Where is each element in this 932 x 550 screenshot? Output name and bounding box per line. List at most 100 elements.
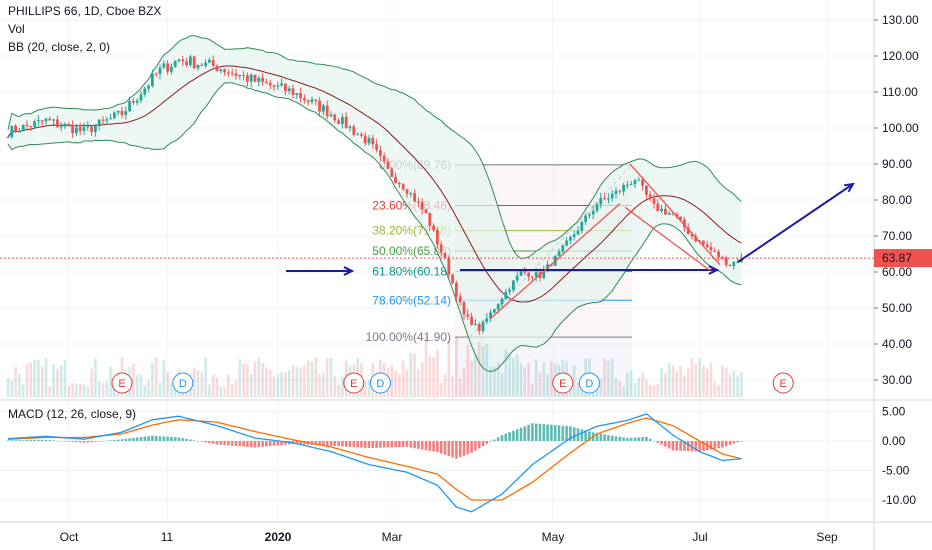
macd-histogram-bar <box>67 441 71 442</box>
candle-body <box>299 93 302 99</box>
candle-body <box>173 60 177 67</box>
volume-bar <box>512 358 515 397</box>
volume-bar <box>29 362 33 397</box>
candle <box>48 116 52 121</box>
event-label: D <box>376 378 384 390</box>
macd-histogram-bar <box>124 438 128 441</box>
last-price-label: 63.87 <box>882 251 912 265</box>
volume-bar <box>656 384 660 397</box>
candle <box>390 167 394 178</box>
macd-histogram-bar <box>713 441 717 449</box>
volume-bar <box>299 368 302 397</box>
bollinger-basis <box>7 65 742 303</box>
macd-histogram-bar <box>652 440 656 442</box>
macd-histogram-bar <box>675 441 679 451</box>
candle <box>227 69 230 77</box>
macd-histogram-bar <box>147 436 150 441</box>
macd-histogram-bar <box>280 441 283 446</box>
macd-histogram-bar <box>386 441 390 448</box>
price-tick-label: 110.00 <box>882 85 918 99</box>
candle-body <box>455 282 458 297</box>
candle-body <box>71 125 74 134</box>
volume-bar <box>724 367 728 397</box>
volume-bar <box>105 380 109 397</box>
macd-histogram-bar <box>105 440 109 442</box>
candle-body <box>371 138 375 145</box>
macd-histogram-bar <box>500 435 504 441</box>
volume-bar <box>648 385 652 397</box>
volume-bar <box>367 379 371 397</box>
macd-histogram-bar <box>633 437 637 441</box>
volume-bar <box>75 384 78 397</box>
candle-body <box>390 168 394 177</box>
candle-body <box>215 65 219 72</box>
macd-histogram-bar <box>238 441 242 447</box>
candle <box>413 189 416 202</box>
macd-histogram-bar <box>405 441 409 447</box>
time-tick-label: May <box>542 530 565 544</box>
macd-histogram-bar <box>424 441 428 451</box>
macd-histogram-bar <box>170 436 173 441</box>
candle <box>306 99 310 106</box>
macd-histogram-bar <box>337 441 340 447</box>
candle-body <box>101 119 105 121</box>
macd-histogram-bar <box>166 436 169 441</box>
candle-body <box>33 121 36 127</box>
candle <box>116 110 120 116</box>
candle <box>82 122 86 135</box>
macd-histogram-bar <box>686 441 690 452</box>
candle <box>341 113 344 129</box>
arrow-head <box>843 182 855 193</box>
volume-bar <box>272 376 276 397</box>
macd-histogram-bar <box>253 441 257 448</box>
candle-body <box>128 101 131 112</box>
candle <box>211 55 215 68</box>
candle <box>52 118 55 125</box>
candle <box>656 198 660 212</box>
candle-body <box>124 111 128 116</box>
fib-level-label: 100.00%(41.90) <box>366 330 451 344</box>
volume-bar <box>732 370 736 397</box>
volume-bar <box>227 374 230 397</box>
macd-histogram-bar <box>120 439 124 441</box>
candle-body <box>432 225 435 231</box>
left-arrow <box>286 266 355 276</box>
candle-body <box>158 67 162 75</box>
macd-histogram-bar <box>584 430 587 441</box>
candle-body <box>386 161 390 169</box>
volume-bar <box>158 382 162 397</box>
candle-body <box>512 280 515 290</box>
candle-body <box>572 234 576 237</box>
candle <box>724 255 728 268</box>
volume-bar <box>97 381 101 397</box>
dividend-event: D <box>369 372 391 394</box>
volume-bar <box>230 384 234 397</box>
candle-body <box>443 252 447 259</box>
candle <box>181 56 185 67</box>
candle <box>162 60 166 70</box>
volume-bar <box>432 357 435 397</box>
volume-bar <box>637 377 641 397</box>
candle <box>344 112 348 129</box>
macd-histogram-bar <box>268 441 272 447</box>
macd-histogram-bar <box>728 441 732 445</box>
candle <box>375 139 378 153</box>
candle <box>56 115 59 129</box>
candle-body <box>618 190 622 192</box>
last-price-badge <box>874 249 932 268</box>
candle-body <box>664 208 667 215</box>
candle <box>363 132 367 147</box>
macd-histogram-bar <box>97 441 101 442</box>
macd-histogram-bar <box>40 439 44 441</box>
macd-histogram-bar <box>515 429 519 441</box>
candle-body <box>394 176 397 183</box>
time-tick-label: Oct <box>60 530 79 544</box>
volume-bar <box>284 372 287 397</box>
volume-bar <box>295 367 299 397</box>
candle-body <box>303 98 306 101</box>
candle <box>588 212 591 219</box>
macd-histogram-bar <box>721 441 724 448</box>
candle-body <box>565 240 568 246</box>
candle-body <box>496 304 500 310</box>
volume-bar <box>276 374 280 397</box>
